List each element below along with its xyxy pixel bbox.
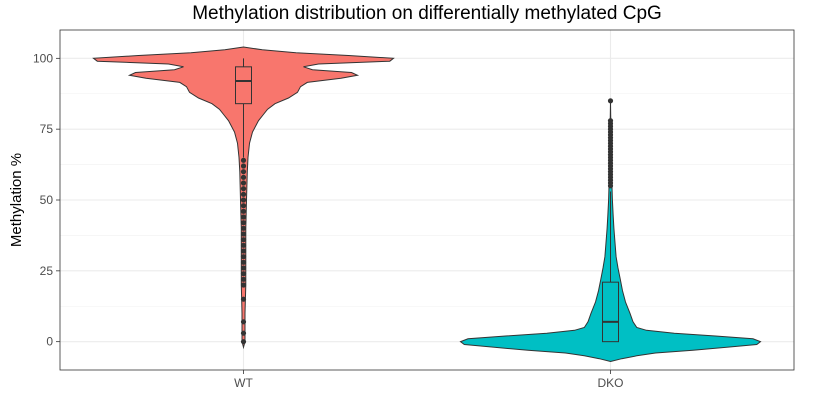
outlier-point <box>240 169 247 175</box>
outlier-point <box>240 237 247 243</box>
axes: 0 25 50 75 100 WT DKO <box>33 51 624 390</box>
outlier-point <box>240 163 247 169</box>
outlier-point <box>240 225 247 231</box>
y-tick-label: 25 <box>40 264 54 278</box>
outlier-point <box>240 157 247 163</box>
chart-title: Methylation distribution on differential… <box>192 3 662 24</box>
box-dko <box>602 281 619 343</box>
outlier-point <box>607 98 614 104</box>
outlier-point <box>240 282 247 288</box>
outlier-point <box>240 191 247 197</box>
outlier-point <box>240 265 247 271</box>
outlier-point <box>240 339 247 345</box>
outlier-point <box>240 319 247 325</box>
violin-wt <box>92 46 395 350</box>
outlier-point <box>240 276 247 282</box>
outlier-point <box>240 180 247 186</box>
outlier-point <box>607 118 614 124</box>
outlier-point <box>240 296 247 302</box>
box-wt <box>235 66 252 105</box>
outlier-point <box>240 214 247 220</box>
outlier-point <box>240 254 247 260</box>
outlier-point <box>240 203 247 209</box>
outlier-point <box>240 248 247 254</box>
outlier-point <box>240 259 247 265</box>
outlier-point <box>240 242 247 248</box>
outlier-point <box>240 271 247 277</box>
outlier-point <box>240 330 247 336</box>
y-tick-label: 50 <box>40 193 54 207</box>
y-axis-label: Methylation % <box>8 153 25 247</box>
outlier-point <box>240 231 247 237</box>
outlier-point <box>240 186 247 192</box>
outlier-point <box>240 197 247 203</box>
y-tick-label: 100 <box>33 51 53 65</box>
outlier-point <box>240 174 247 180</box>
marks <box>92 46 762 363</box>
y-tick-label: 75 <box>40 122 54 136</box>
outlier-point <box>240 220 247 226</box>
y-tick-label: 0 <box>46 335 53 349</box>
outlier-point <box>240 208 247 214</box>
x-tick-label: DKO <box>597 376 623 390</box>
x-tick-label: WT <box>234 376 253 390</box>
